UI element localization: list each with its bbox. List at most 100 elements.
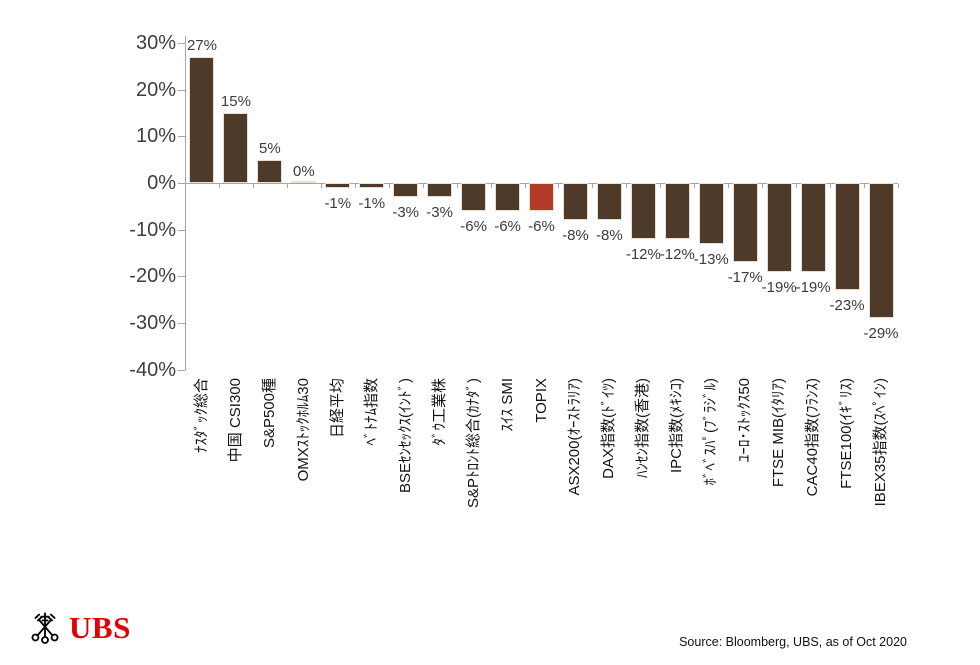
category-label: CAC40指数(ﾌﾗﾝｽ)	[804, 378, 822, 497]
x-axis-tick	[422, 184, 424, 188]
x-axis-tick	[490, 184, 492, 188]
x-axis-tick	[660, 184, 662, 188]
bar	[766, 183, 792, 272]
bar-value-label: 0%	[292, 163, 315, 180]
category-label: ｽｲｽ SMI	[498, 378, 516, 432]
category-label: ASX200(ｵｰｽﾄﾗﾘｱ)	[566, 378, 584, 496]
category-label: DAX指数(ﾄﾞｲﾂ)	[600, 378, 618, 479]
y-axis-tick	[178, 43, 185, 44]
bar-value-label: -8%	[562, 227, 589, 245]
bar	[834, 183, 860, 291]
x-axis-tick	[592, 184, 594, 188]
bar	[664, 183, 690, 239]
category-label: ﾊﾝｾﾝ指数(香港)	[634, 378, 652, 478]
bar-value-label: -8%	[596, 227, 623, 245]
bar	[562, 183, 588, 221]
bar-value-label: 5%	[259, 139, 281, 157]
bar	[461, 183, 487, 211]
bar	[359, 183, 385, 188]
bar-value-label: -12%	[659, 246, 695, 263]
bar	[257, 159, 283, 183]
bar-value-label: -6%	[494, 218, 521, 235]
bar-value-label: -1%	[324, 194, 352, 212]
y-axis-label: -20%	[129, 265, 176, 288]
bar-highlight	[529, 183, 554, 211]
y-axis-label: 20%	[135, 78, 176, 101]
bar	[868, 183, 894, 319]
x-axis-tick	[558, 184, 560, 188]
y-axis-label: 0%	[147, 172, 176, 194]
x-axis-tick	[626, 184, 628, 188]
x-axis-tick	[252, 184, 254, 188]
x-axis-tick	[286, 184, 288, 188]
bar-value-label: -3%	[392, 204, 420, 221]
bar-value-label: -13%	[693, 250, 729, 268]
x-axis-tick	[830, 184, 832, 188]
category-label: 中国 CSI300	[226, 378, 244, 463]
x-axis-tick	[864, 184, 866, 188]
y-axis-label: -30%	[129, 312, 176, 334]
x-axis-tick	[728, 184, 730, 188]
category-label: ﾀﾞｳ工業株	[430, 378, 448, 446]
category-label: S&Pﾄﾛﾝﾄ総合(ｶﾅﾀﾞ)	[464, 378, 482, 509]
bar-value-label: -19%	[795, 278, 831, 296]
bar	[732, 183, 758, 263]
y-axis-label: 10%	[135, 125, 176, 148]
bar	[800, 183, 826, 272]
bar-value-label: -6%	[528, 218, 555, 235]
x-axis-tick	[898, 184, 899, 188]
x-axis-tick	[218, 184, 220, 188]
y-axis-tick	[178, 89, 185, 91]
bar	[291, 181, 317, 183]
bar	[596, 183, 622, 221]
bar-value-label: -19%	[761, 278, 797, 296]
category-label: FTSE100(ｲｷﾞﾘｽ)	[838, 378, 856, 489]
bar	[325, 183, 351, 188]
y-axis-tick	[178, 276, 185, 278]
bar-value-label: -3%	[426, 204, 453, 221]
y-axis-label: 30%	[135, 32, 176, 54]
bar	[630, 183, 656, 239]
category-label: ﾎﾞﾍﾞｽﾊﾟ(ﾌﾞﾗｼﾞﾙ)	[702, 378, 720, 486]
category-label: 日経平均	[328, 378, 346, 439]
y-axis-tick	[178, 369, 185, 371]
x-axis-tick	[456, 184, 458, 188]
y-axis-tick	[178, 183, 185, 184]
x-axis-tick	[185, 184, 186, 188]
x-axis-tick	[320, 184, 322, 188]
bar	[189, 57, 215, 183]
category-label: ﾅｽﾀﾞｯｸ総合	[192, 378, 210, 454]
y-axis-tick	[178, 229, 185, 231]
bar-value-label: -6%	[460, 218, 487, 235]
bar-value-label: 27%	[186, 37, 217, 54]
category-label: IBEX35指数(ｽﾍﾟｲﾝ)	[872, 378, 890, 507]
bar-value-label: -23%	[829, 297, 865, 315]
bar-value-label: -12%	[625, 246, 661, 263]
y-axis-label: -40%	[129, 358, 176, 381]
x-axis-tick	[354, 184, 356, 188]
x-axis-tick	[762, 184, 764, 188]
x-axis-tick	[388, 184, 390, 188]
ubs-logo-text: UBS	[69, 610, 131, 645]
bar	[427, 183, 453, 197]
source-text: Source: Bloomberg, UBS, as of Oct 2020	[679, 635, 907, 649]
y-axis-tick	[178, 136, 185, 138]
bar	[223, 113, 249, 183]
category-label: OMXｽﾄｯｸﾎﾙﾑ30	[294, 378, 312, 482]
y-axis-line	[185, 36, 186, 370]
category-label: BSEｾﾝｾｯｸｽ(ｲﾝﾄﾞ)	[396, 378, 414, 494]
bar	[495, 183, 521, 211]
y-axis-tick	[178, 323, 185, 324]
ubs-logo: UBS	[30, 609, 131, 646]
category-label: TOPIX	[532, 378, 550, 423]
bar-value-label: -17%	[727, 269, 763, 287]
ubs-keys-icon	[31, 612, 59, 644]
category-label: IPC指数(ﾒｷｼｺ)	[668, 378, 686, 473]
x-axis-tick	[796, 184, 798, 188]
category-label: ﾍﾞﾄﾅﾑ指数	[362, 378, 380, 446]
category-label: S&P500種	[260, 378, 278, 449]
bar-value-label: -1%	[358, 194, 386, 212]
category-label: FTSE MIB(ｲﾀﾘｱ)	[770, 378, 788, 488]
